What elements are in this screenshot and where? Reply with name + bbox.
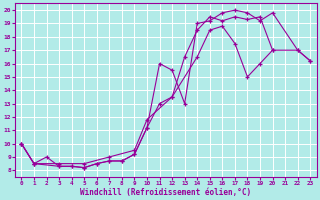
X-axis label: Windchill (Refroidissement éolien,°C): Windchill (Refroidissement éolien,°C) [80, 188, 252, 197]
